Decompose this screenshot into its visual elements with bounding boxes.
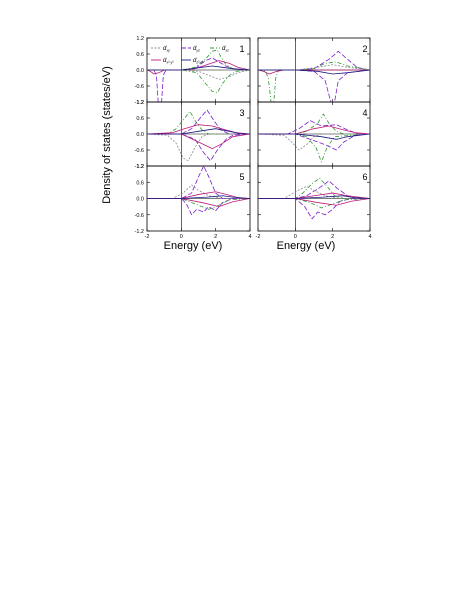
panel-6: -2 0 2 4 6 xyxy=(256,165,372,240)
x-axis-label-left: Energy (eV) xyxy=(164,240,223,252)
y-tick-label: -0.6 xyxy=(135,148,144,154)
x-tick-label: 4 xyxy=(368,234,371,240)
panel-label: 2 xyxy=(362,44,367,54)
panel-series-3 xyxy=(147,109,250,162)
x-axis-label-right: Energy (eV) xyxy=(277,240,336,252)
panel-label: 4 xyxy=(362,108,367,118)
panels-group: 1.2 0.6 0.0 -0.6 -1.2 1 2 1.2 0.6 0.0 -0.6 -1.2 3 4 1.… xyxy=(135,36,372,240)
series-line-dxz xyxy=(147,198,250,210)
series-line-dxy xyxy=(258,185,370,199)
panel-4: 4 xyxy=(257,101,371,167)
series-line-dyz xyxy=(147,109,250,135)
x-tick-label: 4 xyxy=(248,234,251,240)
x-tick-label: -2 xyxy=(256,234,261,240)
legend-label-dx2y2: dx²-y² xyxy=(163,58,174,65)
y-tick-label: -0.6 xyxy=(135,213,144,219)
y-tick-label: 0.0 xyxy=(136,68,144,74)
y-tick-label: 0.6 xyxy=(136,52,144,58)
y-tick-label: 1.2 xyxy=(136,164,144,170)
y-tick-label: -1.2 xyxy=(135,229,144,235)
y-tick-label: 0.0 xyxy=(136,197,144,203)
legend: dxy dyz dxz dx²-y² dz²-r² xyxy=(151,46,229,65)
series-line-dz2 xyxy=(258,133,370,140)
y-tick-label: -0.6 xyxy=(135,84,144,90)
series-line-dxz xyxy=(147,69,250,94)
x-tick-label: 0 xyxy=(294,234,297,240)
panel-series-6 xyxy=(258,177,370,220)
legend-label-dxy: dxy xyxy=(163,46,170,53)
x-tick-label: 2 xyxy=(331,234,334,240)
series-line-dx2y2 xyxy=(258,125,370,135)
panel-3: 1.2 0.6 0.0 -0.6 -1.2 3 xyxy=(135,100,251,170)
series-line-dyz xyxy=(258,133,370,151)
panel-1: 1.2 0.6 0.0 -0.6 -1.2 1 xyxy=(135,36,251,106)
y-axis-label: Density of states (states/eV) xyxy=(101,66,113,204)
series-line-dxy xyxy=(147,184,250,199)
y-tick-label: -1.2 xyxy=(135,100,144,106)
series-line-dxy xyxy=(147,69,250,80)
series-line-dyz xyxy=(147,166,250,199)
panel-label: 5 xyxy=(239,172,244,182)
series-line-dz2 xyxy=(147,195,250,199)
y-tick-label: 1.2 xyxy=(136,36,144,42)
y-tick-label: 0.6 xyxy=(136,180,144,186)
series-line-dxz xyxy=(147,49,250,71)
series-line-dxy xyxy=(258,133,370,151)
legend-subscript-dxy: xy xyxy=(165,49,170,53)
panel-series-4 xyxy=(258,113,370,163)
y-tick-label: 1.2 xyxy=(136,100,144,106)
panel-series-2 xyxy=(258,50,370,102)
series-line-dz2 xyxy=(258,69,370,75)
panel-series-1 xyxy=(147,49,250,102)
series-line-dxy xyxy=(147,133,250,162)
panel-2: 2 xyxy=(257,37,371,103)
panel-label: 3 xyxy=(239,108,244,118)
series-line-dyz xyxy=(147,133,250,162)
panel-series-5 xyxy=(147,166,250,216)
panel-5: 1.20.60.0-0.6-1.2-2 0 2 45 xyxy=(135,164,252,240)
x-tick-label: 0 xyxy=(180,234,183,240)
series-line-dxz xyxy=(258,69,370,102)
series-line-dyz xyxy=(147,57,250,102)
panel-label: 1 xyxy=(239,44,244,54)
series-line-dxz xyxy=(258,113,370,135)
panel-label: 6 xyxy=(362,172,367,182)
series-line-dz2 xyxy=(147,128,250,135)
series-line-dxz xyxy=(258,61,370,71)
series-line-dyz xyxy=(258,50,370,71)
series-line-dxz xyxy=(147,110,250,135)
legend-subscript-dz2: z²-r² xyxy=(195,61,203,65)
y-tick-label: -1.2 xyxy=(135,164,144,170)
series-line-dyz xyxy=(147,198,250,216)
y-tick-label: 0.0 xyxy=(136,132,144,138)
series-line-dxz xyxy=(258,177,370,199)
series-line-dxz xyxy=(258,198,370,209)
series-line-dxy xyxy=(258,64,370,71)
legend-subscript-dyz: yz xyxy=(195,49,200,53)
series-line-dx2y2 xyxy=(147,133,250,150)
series-line-dz2 xyxy=(258,195,370,199)
x-tick-label: -2 xyxy=(145,234,150,240)
series-line-dxz xyxy=(258,133,370,163)
x-tick-label: 2 xyxy=(214,234,217,240)
legend-subscript-dx2y2: x²-y² xyxy=(165,61,174,65)
legend-label-dyz: dyz xyxy=(193,46,200,53)
series-line-dz2 xyxy=(147,65,250,71)
legend-label-dxz: dxz xyxy=(222,46,229,53)
legend-label-dz2: dz²-r² xyxy=(193,58,204,65)
legend-subscript-dxz: xz xyxy=(224,49,229,53)
y-tick-label: 0.6 xyxy=(136,116,144,122)
